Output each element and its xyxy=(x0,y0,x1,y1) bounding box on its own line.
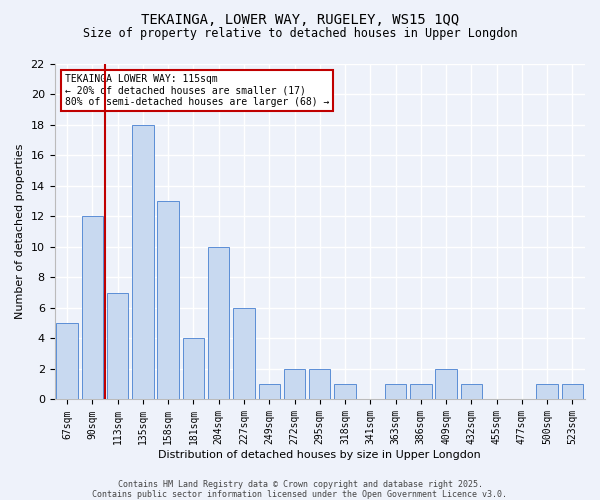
Bar xyxy=(82,216,103,400)
Bar xyxy=(334,384,356,400)
Bar xyxy=(284,369,305,400)
Bar xyxy=(385,384,406,400)
Text: TEKAINGA LOWER WAY: 115sqm
← 20% of detached houses are smaller (17)
80% of semi: TEKAINGA LOWER WAY: 115sqm ← 20% of deta… xyxy=(65,74,329,108)
Bar xyxy=(562,384,583,400)
Bar xyxy=(107,292,128,400)
Bar xyxy=(536,384,558,400)
Bar xyxy=(157,201,179,400)
Bar xyxy=(259,384,280,400)
Bar xyxy=(132,125,154,400)
X-axis label: Distribution of detached houses by size in Upper Longdon: Distribution of detached houses by size … xyxy=(158,450,481,460)
Text: Contains HM Land Registry data © Crown copyright and database right 2025.
Contai: Contains HM Land Registry data © Crown c… xyxy=(92,480,508,499)
Text: Size of property relative to detached houses in Upper Longdon: Size of property relative to detached ho… xyxy=(83,28,517,40)
Bar xyxy=(208,247,229,400)
Bar xyxy=(309,369,331,400)
Bar xyxy=(233,308,255,400)
Bar xyxy=(436,369,457,400)
Text: TEKAINGA, LOWER WAY, RUGELEY, WS15 1QQ: TEKAINGA, LOWER WAY, RUGELEY, WS15 1QQ xyxy=(141,12,459,26)
Bar xyxy=(183,338,204,400)
Bar xyxy=(461,384,482,400)
Bar xyxy=(410,384,431,400)
Y-axis label: Number of detached properties: Number of detached properties xyxy=(15,144,25,320)
Bar xyxy=(56,323,78,400)
